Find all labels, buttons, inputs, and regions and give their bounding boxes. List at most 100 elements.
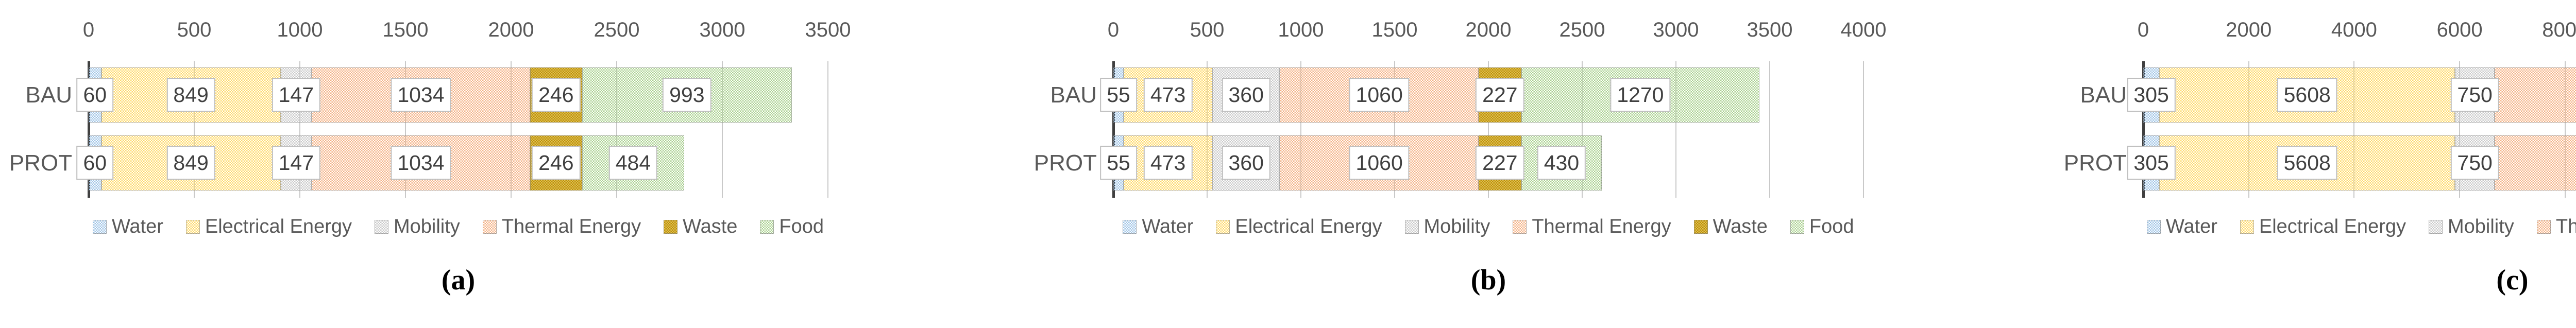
legend-item-thermal-energy: Thermal Energy	[482, 215, 641, 238]
legend-item-water: Water	[1123, 216, 1193, 238]
legend-swatch-water-icon	[1123, 219, 1137, 234]
legend-item-food: Food	[1790, 216, 1854, 238]
bar-segment-thermal-energy	[2495, 67, 2576, 123]
legend-label: Mobility	[1423, 215, 1490, 237]
legend-item-thermal-energy: Thermal Energy	[2536, 216, 2576, 238]
gridline	[1488, 61, 1489, 198]
legend: Water Electrical Energy Mobility Thermal En…	[2143, 216, 2576, 237]
value-label: 55	[1100, 146, 1137, 180]
legend-label: Electrical Energy	[205, 215, 352, 237]
value-label: 60	[76, 78, 114, 112]
value-label: 305	[2127, 78, 2176, 112]
axis-tick-label: 0	[82, 19, 95, 41]
legend-swatch-water-icon	[2146, 219, 2161, 234]
axis-tick-label: 500	[177, 19, 212, 41]
value-label: 750	[2450, 146, 2499, 180]
legend-label: Waste	[1713, 215, 1768, 237]
value-label: 246	[532, 78, 581, 112]
legend-swatch-electrical-energy-icon	[185, 219, 200, 234]
legend: Water Electrical Energy Mobility Thermal En…	[89, 216, 828, 237]
chart-caption-c: (c)	[2496, 264, 2529, 296]
value-label: 1060	[1349, 78, 1410, 112]
axis-tick-label: 2000	[1465, 19, 1512, 41]
axis-tick-label: 3500	[1747, 19, 1793, 41]
row-label-bau: BAU	[25, 82, 72, 108]
axis-tick-label: 4000	[1840, 19, 1887, 41]
value-label: 1060	[1349, 146, 1410, 180]
legend-item-electrical-energy: Electrical Energy	[1216, 216, 1382, 238]
legend-item-electrical-energy: Electrical Energy	[185, 215, 352, 238]
row-label-prot: PROT	[2063, 150, 2127, 176]
legend-swatch-mobility-icon	[375, 219, 388, 234]
gridline	[722, 61, 723, 198]
gridline	[1300, 61, 1301, 198]
legend-item-water: Water	[92, 216, 163, 238]
axis-tick-label: 1000	[277, 19, 323, 41]
gridline	[194, 61, 195, 198]
value-label: 5608	[2277, 78, 2337, 112]
gridline	[1582, 61, 1583, 198]
legend-swatch-mobility-icon	[2429, 219, 2443, 234]
legend-swatch-electrical-energy-icon	[2240, 219, 2254, 234]
value-label: 147	[272, 146, 321, 180]
value-label: 473	[1143, 78, 1193, 112]
gridline	[299, 61, 300, 198]
chart-caption-b: (b)	[1470, 264, 1506, 296]
gridline	[1394, 61, 1395, 198]
gridline	[2459, 61, 2461, 198]
legend-swatch-mobility-icon	[1404, 219, 1419, 234]
gridline	[1769, 61, 1770, 198]
legend-label: Water	[2165, 215, 2217, 237]
legend-label: Food	[779, 215, 824, 237]
legend-swatch-electrical-energy-icon	[1216, 219, 1230, 234]
value-label: 993	[663, 78, 711, 112]
legend-label: Food	[1809, 215, 1854, 237]
value-label: 849	[166, 146, 215, 180]
axis-tick-label: 2500	[1559, 19, 1605, 41]
legend-item-mobility: Mobility	[2429, 216, 2514, 238]
value-label: 849	[166, 78, 215, 112]
legend-swatch-waste-icon	[1693, 219, 1708, 234]
gridline	[405, 61, 406, 198]
row-label-prot: PROT	[9, 150, 72, 176]
axis-tick-label: 0	[1107, 19, 1120, 41]
gridline	[2248, 61, 2249, 198]
legend-label: Thermal Energy	[1532, 215, 1671, 237]
legend-item-mobility: Mobility	[375, 216, 460, 238]
axis-tick-label: 1500	[1371, 19, 1418, 41]
axis-tick-label: 1000	[1278, 19, 1324, 41]
legend-item-electrical-energy: Electrical Energy	[2240, 216, 2406, 238]
legend: Water Electrical Energy Mobility Thermal En…	[1113, 216, 1863, 237]
legend-label: Electrical Energy	[2259, 215, 2406, 237]
value-label: 360	[1222, 78, 1270, 112]
legend-item-mobility: Mobility	[1404, 215, 1490, 238]
gridline	[2353, 61, 2355, 198]
value-label: 1034	[391, 146, 451, 180]
legend-item-water: Water	[2146, 215, 2217, 238]
axis-tick-label: 3500	[805, 19, 851, 41]
axis-tick-label: 2500	[594, 19, 640, 41]
legend-label: Mobility	[394, 215, 460, 237]
legend-label: Waste	[683, 215, 738, 237]
value-label: 360	[1222, 146, 1270, 180]
legend-swatch-thermal-energy-icon	[2536, 219, 2551, 234]
gridline	[827, 61, 828, 198]
legend-item-waste: Waste	[664, 216, 737, 238]
legend-swatch-thermal-energy-icon	[1513, 219, 1527, 234]
value-label: 147	[272, 78, 321, 112]
value-label: 55	[1100, 78, 1137, 112]
value-label: 305	[2127, 146, 2176, 180]
axis-tick-label: 1500	[382, 19, 429, 41]
legend-label: Thermal Energy	[501, 215, 641, 237]
value-label: 1034	[391, 78, 451, 112]
gridline	[1863, 61, 1864, 198]
value-label: 60	[76, 146, 114, 180]
legend-swatch-food-icon	[1790, 219, 1804, 234]
value-label: 5608	[2277, 146, 2337, 180]
category-axis-line	[87, 61, 90, 198]
axis-tick-label: 6000	[2436, 19, 2483, 41]
value-label: 227	[1476, 78, 1524, 112]
gridline	[1207, 61, 1208, 198]
